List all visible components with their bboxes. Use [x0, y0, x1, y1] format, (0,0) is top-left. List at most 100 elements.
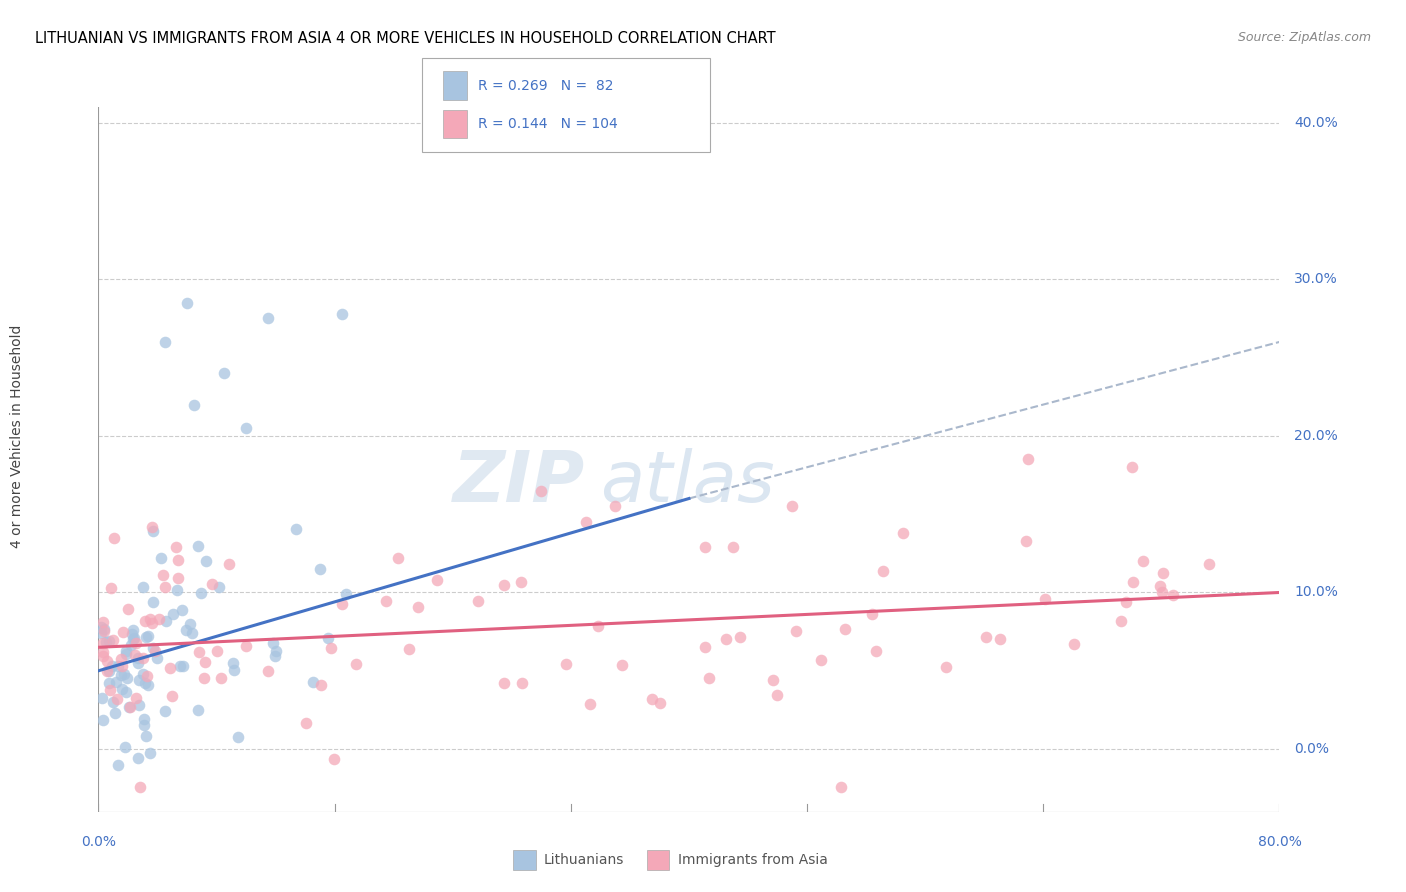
Text: Source: ZipAtlas.com: Source: ZipAtlas.com [1237, 31, 1371, 45]
Text: 40.0%: 40.0% [1294, 116, 1339, 129]
Point [136, 629, 159, 643]
Text: R = 0.144   N = 104: R = 0.144 N = 104 [478, 117, 617, 131]
Point [1017, 452, 1039, 467]
Point [162, 607, 184, 622]
Point [335, 587, 357, 601]
Point [492, 676, 515, 690]
Point [125, 691, 148, 706]
Point [316, 631, 339, 645]
Point [262, 636, 284, 650]
Text: 0.0%: 0.0% [82, 835, 115, 849]
Point [1198, 557, 1220, 571]
Point [111, 681, 134, 696]
Point [91, 615, 114, 629]
Point [974, 630, 997, 644]
Point [264, 648, 287, 663]
Point [295, 715, 318, 730]
Point [128, 698, 150, 713]
Point [117, 671, 139, 685]
Point [115, 647, 138, 661]
Point [605, 500, 627, 514]
Point [90, 620, 112, 634]
Point [121, 627, 143, 641]
Point [127, 651, 149, 665]
Point [530, 483, 553, 498]
Point [319, 640, 342, 655]
Point [153, 704, 176, 718]
Point [132, 718, 155, 732]
Text: 20.0%: 20.0% [1294, 429, 1339, 443]
Point [134, 676, 156, 690]
Point [330, 598, 353, 612]
Point [138, 612, 160, 626]
Point [1132, 554, 1154, 568]
Point [193, 671, 215, 685]
Point [301, 674, 323, 689]
Point [308, 562, 330, 576]
Point [201, 577, 224, 591]
Point [257, 311, 280, 326]
Point [780, 499, 803, 513]
Point [142, 524, 165, 538]
Point [865, 644, 887, 658]
Point [143, 644, 166, 658]
Point [235, 421, 257, 435]
Point [148, 611, 170, 625]
Point [218, 557, 240, 571]
Point [135, 669, 157, 683]
Point [1033, 592, 1056, 607]
Text: 4 or more Vehicles in Household: 4 or more Vehicles in Household [10, 324, 24, 548]
Point [697, 671, 720, 685]
Point [98, 675, 121, 690]
Point [264, 644, 287, 658]
Point [101, 695, 124, 709]
Point [93, 713, 115, 727]
Point [330, 307, 353, 321]
Point [114, 685, 136, 699]
Text: 30.0%: 30.0% [1294, 272, 1339, 286]
Point [190, 586, 212, 600]
Point [830, 780, 852, 794]
Point [120, 699, 142, 714]
Point [122, 631, 145, 645]
Point [183, 398, 205, 412]
Point [141, 519, 163, 533]
Point [125, 636, 148, 650]
Point [311, 678, 333, 692]
Point [176, 295, 198, 310]
Point [105, 675, 128, 690]
Point [100, 683, 122, 698]
Point [90, 626, 112, 640]
Point [1150, 585, 1173, 599]
Text: 0.0%: 0.0% [1294, 742, 1329, 756]
Point [96, 664, 118, 678]
Point [121, 632, 143, 647]
Point [93, 624, 115, 638]
Point [111, 624, 134, 639]
Point [107, 658, 129, 673]
Point [207, 580, 229, 594]
Point [188, 644, 211, 658]
Point [128, 673, 150, 688]
Point [426, 574, 449, 588]
Point [150, 551, 173, 566]
Point [374, 594, 396, 608]
Point [181, 626, 204, 640]
Point [100, 581, 122, 595]
Point [1161, 588, 1184, 602]
Text: 80.0%: 80.0% [1257, 835, 1302, 849]
Point [494, 578, 516, 592]
Point [110, 667, 132, 681]
Point [91, 691, 114, 706]
Point [610, 657, 633, 672]
Point [132, 580, 155, 594]
Point [138, 747, 160, 761]
Point [872, 564, 894, 578]
Point [141, 615, 163, 630]
Point [135, 630, 157, 644]
Point [226, 730, 249, 744]
Point [1122, 575, 1144, 590]
Point [110, 659, 132, 673]
Point [785, 624, 807, 638]
Point [134, 712, 156, 726]
